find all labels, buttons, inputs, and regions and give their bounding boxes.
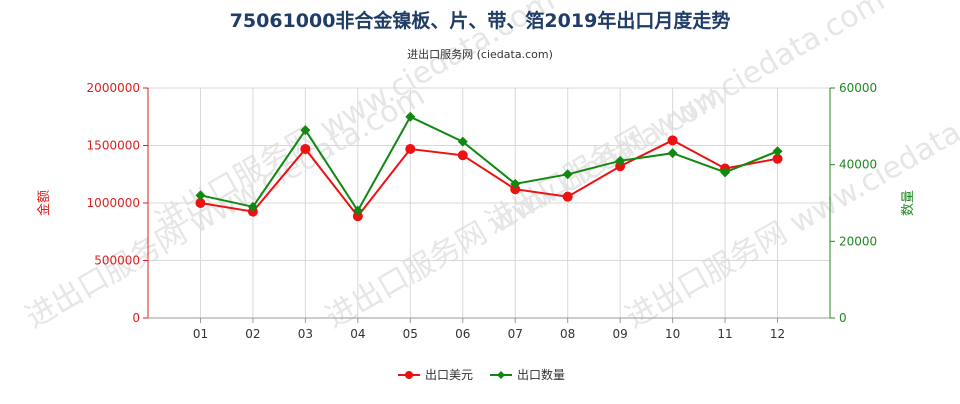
data-point[interactable] bbox=[562, 169, 573, 180]
x-tick-label: 06 bbox=[455, 327, 470, 341]
data-point[interactable] bbox=[510, 178, 521, 189]
legend-item-export-usd[interactable]: 出口美元 bbox=[398, 368, 473, 382]
data-point[interactable] bbox=[405, 111, 416, 122]
x-tick-label: 12 bbox=[770, 327, 785, 341]
x-axis-ticks: 01 02 03 04 05 06 07 08 09 10 11 12 bbox=[193, 318, 785, 341]
right-tick-label: 20000 bbox=[839, 234, 877, 248]
data-point[interactable] bbox=[615, 161, 626, 172]
data-point[interactable] bbox=[510, 184, 521, 195]
series-export-quantity bbox=[195, 111, 783, 216]
x-tick-label: 01 bbox=[193, 327, 208, 341]
x-tick-label: 05 bbox=[403, 327, 418, 341]
series bbox=[195, 111, 783, 222]
legend-item-export-quantity[interactable]: 出口数量 bbox=[490, 367, 565, 382]
grid bbox=[147, 87, 831, 319]
legend-marker bbox=[405, 371, 413, 379]
x-tick-label: 11 bbox=[717, 327, 732, 341]
left-axis-ticks: 0 500000 1000000 1500000 2000000 bbox=[87, 81, 148, 325]
data-point[interactable] bbox=[615, 155, 626, 166]
x-tick-label: 03 bbox=[298, 327, 313, 341]
chart-title: 75061000非合金镍板、片、带、箔2019年出口月度走势 bbox=[230, 9, 731, 32]
series-export-usd bbox=[195, 135, 783, 222]
left-tick-label: 500000 bbox=[94, 254, 140, 268]
series-line bbox=[200, 115, 778, 213]
left-tick-label: 0 bbox=[132, 311, 140, 325]
x-tick-label: 04 bbox=[350, 327, 365, 341]
legend-marker bbox=[497, 371, 505, 379]
legend-label: 出口数量 bbox=[517, 367, 565, 382]
data-point[interactable] bbox=[667, 148, 678, 159]
data-point[interactable] bbox=[772, 146, 783, 157]
right-axis-ticks: 0 20000 40000 60000 bbox=[830, 81, 877, 325]
x-tick-label: 10 bbox=[665, 327, 680, 341]
x-tick-label: 09 bbox=[613, 327, 628, 341]
right-tick-label: 0 bbox=[839, 311, 847, 325]
right-tick-label: 60000 bbox=[839, 81, 877, 95]
right-axis-label: 数量 bbox=[901, 190, 916, 216]
data-point[interactable] bbox=[352, 205, 363, 216]
left-axis-label: 金额 bbox=[36, 190, 52, 216]
x-tick-label: 02 bbox=[245, 327, 260, 341]
left-tick-label: 2000000 bbox=[87, 81, 140, 95]
data-point[interactable] bbox=[300, 125, 311, 136]
x-tick-label: 07 bbox=[508, 327, 523, 341]
left-tick-label: 1000000 bbox=[87, 196, 140, 210]
right-tick-label: 40000 bbox=[839, 158, 877, 172]
data-point[interactable] bbox=[457, 150, 468, 161]
data-point[interactable] bbox=[562, 191, 573, 202]
data-point[interactable] bbox=[667, 135, 678, 146]
chart-subtitle: 进出口服务网 (ciedata.com) bbox=[407, 47, 553, 61]
data-point[interactable] bbox=[300, 143, 311, 154]
data-point[interactable] bbox=[772, 153, 783, 164]
data-point[interactable] bbox=[247, 201, 258, 212]
left-tick-label: 1500000 bbox=[87, 139, 140, 153]
data-point[interactable] bbox=[457, 136, 468, 147]
data-point[interactable] bbox=[405, 143, 416, 154]
data-point[interactable] bbox=[195, 198, 206, 208]
legend-label: 出口美元 bbox=[425, 368, 473, 382]
data-point[interactable] bbox=[352, 211, 363, 222]
data-point[interactable] bbox=[720, 167, 731, 178]
x-tick-label: 08 bbox=[560, 327, 575, 341]
legend[interactable]: 出口美元 出口数量 bbox=[398, 367, 565, 382]
series-line bbox=[200, 139, 778, 218]
data-point[interactable] bbox=[195, 190, 206, 201]
